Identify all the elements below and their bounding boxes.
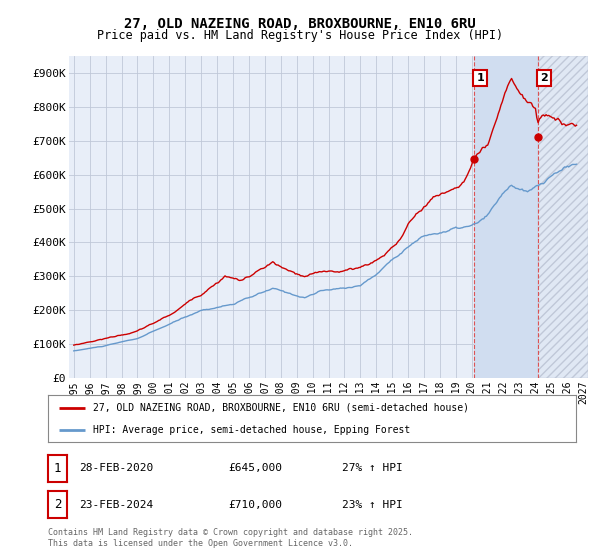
Text: Price paid vs. HM Land Registry's House Price Index (HPI): Price paid vs. HM Land Registry's House … bbox=[97, 29, 503, 42]
Bar bbox=[538, 56, 588, 378]
Text: £645,000: £645,000 bbox=[228, 463, 282, 473]
Text: 1: 1 bbox=[54, 461, 61, 475]
Text: 27% ↑ HPI: 27% ↑ HPI bbox=[342, 463, 403, 473]
Text: HPI: Average price, semi-detached house, Epping Forest: HPI: Average price, semi-detached house,… bbox=[93, 424, 410, 435]
Text: 28-FEB-2020: 28-FEB-2020 bbox=[79, 463, 154, 473]
Bar bbox=[474, 56, 538, 378]
Text: 2: 2 bbox=[540, 73, 548, 83]
Text: 27, OLD NAZEING ROAD, BROXBOURNE, EN10 6RU (semi-detached house): 27, OLD NAZEING ROAD, BROXBOURNE, EN10 6… bbox=[93, 403, 469, 413]
Text: 2: 2 bbox=[54, 498, 61, 511]
Text: 23% ↑ HPI: 23% ↑ HPI bbox=[342, 500, 403, 510]
Text: £710,000: £710,000 bbox=[228, 500, 282, 510]
Text: 27, OLD NAZEING ROAD, BROXBOURNE, EN10 6RU: 27, OLD NAZEING ROAD, BROXBOURNE, EN10 6… bbox=[124, 17, 476, 31]
Text: 23-FEB-2024: 23-FEB-2024 bbox=[79, 500, 154, 510]
Text: 1: 1 bbox=[476, 73, 484, 83]
Text: Contains HM Land Registry data © Crown copyright and database right 2025.
This d: Contains HM Land Registry data © Crown c… bbox=[48, 528, 413, 548]
